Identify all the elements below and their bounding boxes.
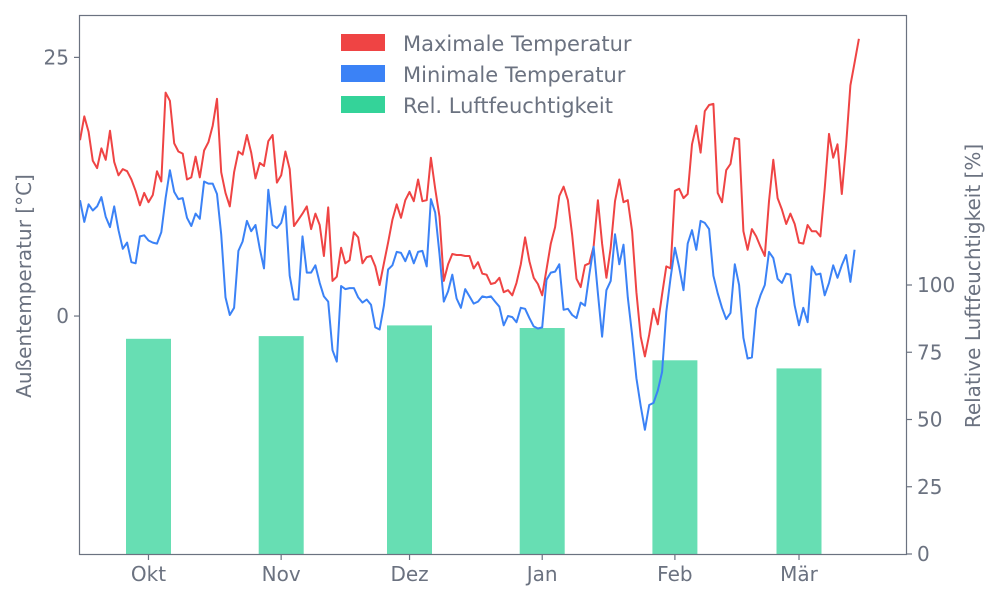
x-tick-label-0: Okt — [131, 562, 166, 586]
legend-label-humidity: Rel. Luftfeuchtigkeit — [403, 94, 613, 118]
y-axis-left: 0 25 — [44, 45, 80, 328]
y-axis-left-label: Außentemperatur [°C] — [12, 174, 36, 398]
humidity-bar-4 — [652, 360, 698, 554]
humidity-bar-1 — [258, 336, 304, 554]
y-right-tick-label-2: 50 — [917, 408, 942, 432]
x-tick-label-4: Feb — [657, 562, 692, 586]
y-left-tick-label-1: 25 — [44, 45, 69, 69]
x-tick-label-1: Nov — [262, 562, 301, 586]
legend: Maximale Temperatur Minimale Temperatur … — [341, 32, 632, 118]
x-tick-label-3: Jan — [525, 562, 558, 586]
y-right-tick-label-0: 0 — [917, 542, 930, 566]
legend-swatch-humidity — [341, 96, 385, 113]
y-left-tick-label-0: 0 — [56, 304, 69, 328]
humidity-bar-3 — [519, 328, 565, 554]
x-axis: Okt Nov Dez Jan Feb Mär — [131, 554, 819, 586]
line-min-temperature — [79, 169, 856, 431]
legend-swatch-min — [341, 65, 385, 82]
humidity-bar-2 — [387, 325, 432, 554]
humidity-bars — [126, 325, 822, 554]
x-tick-label-2: Dez — [390, 562, 428, 586]
humidity-bar-5 — [776, 368, 822, 554]
y-right-tick-label-3: 75 — [917, 340, 942, 364]
y-axis-right: 0 25 50 75 100 — [906, 273, 955, 566]
legend-swatch-max — [341, 34, 385, 51]
humidity-bar-0 — [126, 338, 171, 554]
temperature-lines — [79, 38, 860, 431]
legend-label-max: Maximale Temperatur — [403, 32, 632, 56]
legend-label-min: Minimale Temperatur — [403, 63, 626, 87]
y-axis-right-label: Relative Luftfeuchtigkeit [%] — [961, 144, 985, 428]
line-max-temperature — [79, 38, 860, 358]
x-tick-label-5: Mär — [780, 562, 819, 586]
y-right-tick-label-1: 25 — [917, 475, 942, 499]
y-right-tick-label-4: 100 — [917, 273, 955, 297]
